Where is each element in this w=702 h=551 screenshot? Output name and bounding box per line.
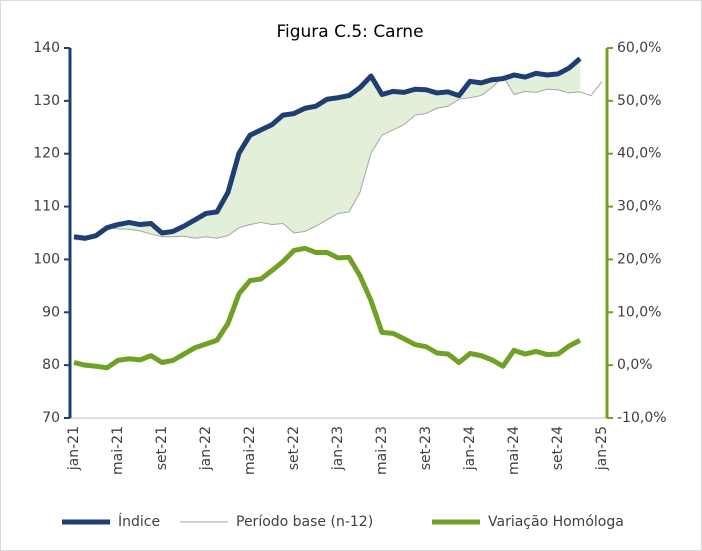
x-tick-label: jan-22	[198, 426, 214, 471]
y-tick-label: 130	[33, 93, 60, 109]
y-tick-label: 110	[33, 199, 60, 215]
difference-area	[271, 114, 284, 225]
difference-area	[315, 98, 328, 227]
difference-area	[326, 97, 339, 221]
x-tick-label: set-22	[286, 426, 302, 470]
y2-tick-label: 50,0%	[617, 93, 661, 109]
series-line	[73, 245, 582, 371]
difference-area	[304, 105, 317, 232]
y-tick-label: 120	[33, 146, 60, 162]
difference-area	[381, 90, 394, 136]
y2-tick-label: 0,0%	[617, 357, 653, 373]
difference-area	[205, 211, 218, 239]
y2-tick-label: -10,0%	[617, 410, 667, 426]
y2-tick-label: 30,0%	[617, 199, 661, 215]
difference-area	[282, 113, 295, 234]
x-tick-label: mai-21	[110, 426, 126, 475]
x-tick-label: mai-22	[242, 426, 258, 475]
x-tick-label: set-24	[550, 426, 566, 470]
difference-area	[348, 87, 361, 214]
x-tick-label: jan-25	[594, 426, 610, 471]
y-tick-label: 90	[42, 304, 60, 320]
y2-tick-label: 60,0%	[617, 40, 661, 56]
difference-area	[337, 95, 350, 214]
difference-area	[249, 129, 262, 225]
series-line	[73, 75, 603, 241]
legend-label: Índice	[118, 513, 160, 530]
y-tick-label: 70	[42, 410, 60, 426]
y2-tick-label: 20,0%	[617, 251, 661, 267]
series-line	[73, 56, 582, 241]
difference-area	[392, 91, 405, 131]
legend-label: Variação Homóloga	[488, 514, 624, 530]
x-tick-label: mai-24	[506, 426, 522, 475]
y2-tick-label: 10,0%	[617, 304, 661, 320]
difference-area	[293, 107, 306, 234]
x-tick-label: mai-23	[374, 426, 390, 475]
x-tick-label: set-21	[154, 426, 170, 470]
y-tick-label: 140	[33, 40, 60, 56]
y2-tick-label: 40,0%	[617, 146, 661, 162]
chart-title: Figura C.5: Carne	[276, 22, 423, 42]
y-tick-label: 80	[42, 357, 60, 373]
difference-area	[414, 88, 427, 116]
x-tick-label: jan-24	[462, 426, 478, 471]
x-tick-label: jan-23	[330, 426, 346, 471]
legend-label: Período base (n-12)	[236, 514, 373, 530]
y-tick-label: 100	[33, 251, 60, 267]
x-tick-label: jan-21	[66, 426, 82, 471]
x-tick-label: set-23	[418, 426, 434, 470]
difference-area	[260, 124, 273, 225]
